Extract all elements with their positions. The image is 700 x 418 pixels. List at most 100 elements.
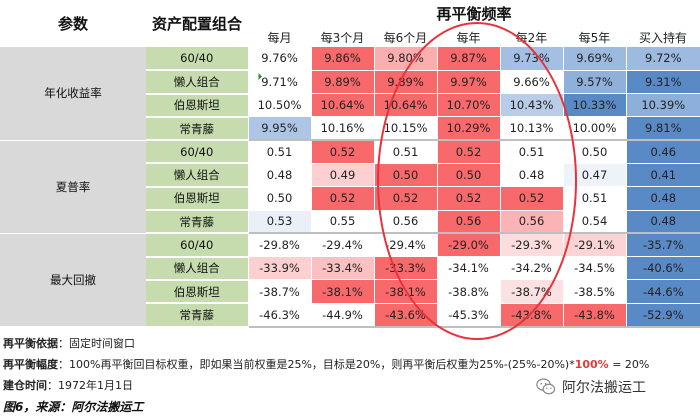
value-cell: 0.48 xyxy=(499,163,563,188)
value-cell: 9.95% xyxy=(247,116,311,142)
value-cell: 0.50 xyxy=(436,163,500,188)
value-cell: 10.64% xyxy=(310,93,374,118)
value-cell: 9.73% xyxy=(499,47,563,71)
table-row: 懒人组合 -33.9% -33.4% -33.3% -34.1% -34.2% -34.5%… xyxy=(0,256,700,281)
value-cell: 10.15% xyxy=(373,116,437,142)
value-cell: -46.3% xyxy=(247,303,311,328)
portfolio-label: 懒人组合 xyxy=(146,163,248,188)
value-cell: -29.4% xyxy=(310,233,374,258)
portfolio-label: 常青藤 xyxy=(146,210,248,235)
value-cell: 9.81% xyxy=(625,116,700,142)
value-cell: -34.5% xyxy=(562,256,626,281)
value-cell: 9.69% xyxy=(562,47,626,71)
value-cell: 0.48 xyxy=(247,163,311,188)
value-cell: 10.00% xyxy=(562,116,626,142)
value-cell: 9.57% xyxy=(562,70,626,95)
frequency-header-0: 每月 xyxy=(248,27,311,47)
value-cell: 0.50 xyxy=(247,186,311,211)
value-cell: 9.97% xyxy=(436,70,500,95)
frequency-header-3: 每年 xyxy=(437,27,500,47)
portfolio-label: 常青藤 xyxy=(146,116,248,142)
value-cell: -44.6% xyxy=(625,279,700,304)
note-amplitude: 再平衡幅度：100%再平衡回目标权重，即如果当前权重是25%，目标是20%，则再… xyxy=(3,358,650,371)
value-cell: 10.64% xyxy=(373,93,437,118)
value-cell: 0.52 xyxy=(499,186,563,211)
value-cell: -38.7% xyxy=(499,279,563,304)
value-cell: -43.8% xyxy=(499,303,563,328)
value-cell: 0.52 xyxy=(373,186,437,211)
value-cell: 0.51 xyxy=(499,140,563,164)
param-label: 最大回撤 xyxy=(0,233,146,328)
value-cell: 10.29% xyxy=(436,116,500,142)
value-cell: -52.9% xyxy=(625,303,700,328)
value-cell: 10.33% xyxy=(562,93,626,118)
table-row: 最大回撤 60/40 -29.8% -29.4% -29.4% -29.0% -29.3% -… xyxy=(0,233,700,328)
value-cell: 0.51 xyxy=(373,140,437,164)
frequency-header-1: 每3个月 xyxy=(311,27,374,47)
param-header: 参数 xyxy=(0,0,146,47)
table-row: 常青藤 -46.3% -44.9% -43.6% -45.3% -43.8% -43.8% -… xyxy=(0,303,700,328)
value-cell: -33.3% xyxy=(373,256,437,281)
value-cell: -35.7% xyxy=(625,233,700,258)
table-row: 懒人组合 9.71% 9.89% 9.89% 9.97% 9.66% 9.57% 9.31% xyxy=(0,70,700,95)
value-cell: 0.51 xyxy=(562,186,626,211)
rebalance-frequency-header: 再平衡频率 xyxy=(248,0,700,27)
frequency-header-6: 买入持有 xyxy=(626,27,700,47)
portfolio-label: 60/40 xyxy=(146,233,248,258)
note-basis: 再平衡依据：固定时间窗口 xyxy=(3,337,135,350)
value-cell: -38.1% xyxy=(310,279,374,304)
value-cell: 9.72% xyxy=(625,47,700,71)
value-cell: 0.50 xyxy=(562,140,626,164)
table-row: 懒人组合 0.48 0.49 0.50 0.50 0.48 0.47 0.41 xyxy=(0,163,700,188)
value-cell: -40.6% xyxy=(625,256,700,281)
value-cell: 9.76% xyxy=(247,47,311,71)
value-cell: 0.49 xyxy=(310,163,374,188)
value-cell: 10.43% xyxy=(499,93,563,118)
frequency-header-2: 每6个月 xyxy=(374,27,437,47)
watermark: 阿尔法搬运工 xyxy=(536,377,646,397)
figure-caption: 图6，来源：阿尔法搬运工 xyxy=(3,400,144,414)
value-cell: 0.53 xyxy=(247,210,311,235)
portfolio-label: 懒人组合 xyxy=(146,70,248,95)
value-cell: 10.16% xyxy=(310,116,374,142)
table-row: 伯恩斯坦 -38.7% -38.1% -38.1% -38.8% -38.7% -38.5%… xyxy=(0,279,700,305)
portfolio-label: 懒人组合 xyxy=(146,256,248,281)
value-cell: 9.71% xyxy=(247,70,311,95)
value-cell: -33.4% xyxy=(310,256,374,281)
value-cell: 9.80% xyxy=(373,47,437,71)
portfolio-label: 伯恩斯坦 xyxy=(146,279,248,305)
value-cell: -29.0% xyxy=(436,233,500,258)
value-cell: 10.39% xyxy=(625,93,700,118)
param-label: 年化收益率 xyxy=(0,47,146,141)
value-cell: 0.48 xyxy=(625,210,700,235)
value-cell: -43.6% xyxy=(373,303,437,328)
table-row: 伯恩斯坦 0.50 0.52 0.52 0.52 0.52 0.51 0.48 xyxy=(0,186,700,212)
value-cell: -38.8% xyxy=(436,279,500,304)
value-cell: 0.51 xyxy=(247,140,311,164)
value-cell: -38.5% xyxy=(562,279,626,304)
value-cell: 0.52 xyxy=(310,140,374,164)
value-cell: 10.70% xyxy=(436,93,500,118)
value-cell: 0.52 xyxy=(310,186,374,211)
frequency-header-row: 每月 每3个月 每6个月 每年 每2年 每5年 买入持有 xyxy=(0,27,700,47)
portfolio-label: 伯恩斯坦 xyxy=(146,93,248,118)
param-label: 夏普率 xyxy=(0,140,146,234)
notes: 再平衡依据：固定时间窗口 再平衡幅度：100%再平衡回目标权重，即如果当前权重是… xyxy=(3,333,700,396)
value-cell: 9.66% xyxy=(499,70,563,95)
portfolio-label: 伯恩斯坦 xyxy=(146,186,248,212)
value-cell: 0.46 xyxy=(625,140,700,164)
value-cell: 0.48 xyxy=(625,186,700,211)
value-cell: 9.31% xyxy=(625,70,700,95)
value-cell: 0.54 xyxy=(562,210,626,235)
value-cell: -38.7% xyxy=(247,279,311,304)
value-cell: 9.86% xyxy=(310,47,374,71)
value-cell: 0.52 xyxy=(436,186,500,211)
value-cell: -44.9% xyxy=(310,303,374,328)
portfolio-header: 资产配置组合 xyxy=(146,0,248,47)
value-cell: -38.1% xyxy=(373,279,437,304)
value-cell: 0.56 xyxy=(436,210,500,235)
value-cell: 0.50 xyxy=(373,163,437,188)
rebalance-table: 参数 资产配置组合 再平衡频率 每月 每3个月 每6个月 每年 每2年 每5年 买入持有 年… xyxy=(0,0,700,328)
value-cell: -45.3% xyxy=(436,303,500,328)
value-cell: 0.56 xyxy=(373,210,437,235)
